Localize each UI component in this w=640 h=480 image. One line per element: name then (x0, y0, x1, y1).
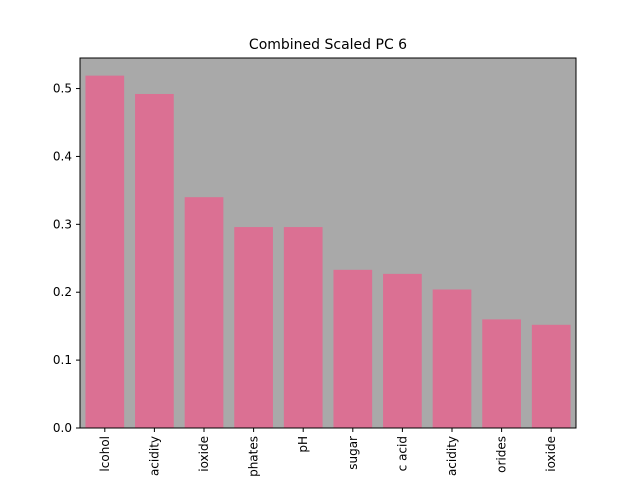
x-tick-label: pH (296, 436, 310, 453)
bar (482, 319, 521, 428)
x-tick-label: ioxide (197, 436, 211, 472)
bar (283, 227, 323, 428)
y-tick-label: 0.4 (53, 149, 72, 163)
y-axis: 0.0 0.1 0.2 0.3 0.4 0.5 (53, 82, 80, 435)
y-tick-label: 0.1 (53, 353, 72, 367)
bar (531, 324, 571, 428)
bar (432, 289, 472, 428)
bar (234, 227, 273, 428)
y-tick-label: 0.5 (53, 82, 72, 96)
bar (85, 75, 125, 429)
bar (135, 93, 174, 428)
bar (184, 197, 224, 428)
y-tick-label: 0.3 (53, 217, 72, 231)
x-tick-label: sugar (346, 436, 360, 470)
y-tick-label: 0.0 (53, 421, 72, 435)
x-tick-label: lcohol (98, 436, 112, 472)
plot-frame (79, 57, 577, 429)
bars-group (85, 75, 571, 429)
x-tick-label: ioxide (544, 436, 558, 472)
x-tick-label: acidity (147, 436, 161, 476)
y-tick-label: 0.2 (53, 285, 72, 299)
x-tick-label: acidity (445, 436, 459, 476)
x-tick-label: phates (247, 436, 261, 477)
x-tick-label: c acid (395, 436, 409, 471)
chart-title: Combined Scaled PC 6 (249, 37, 407, 53)
x-tick-label: orides (495, 436, 509, 473)
bar (333, 269, 373, 428)
bar (383, 273, 422, 428)
x-axis: lcohol acidity ioxide phates pH sugar c acid ac… (98, 428, 558, 477)
